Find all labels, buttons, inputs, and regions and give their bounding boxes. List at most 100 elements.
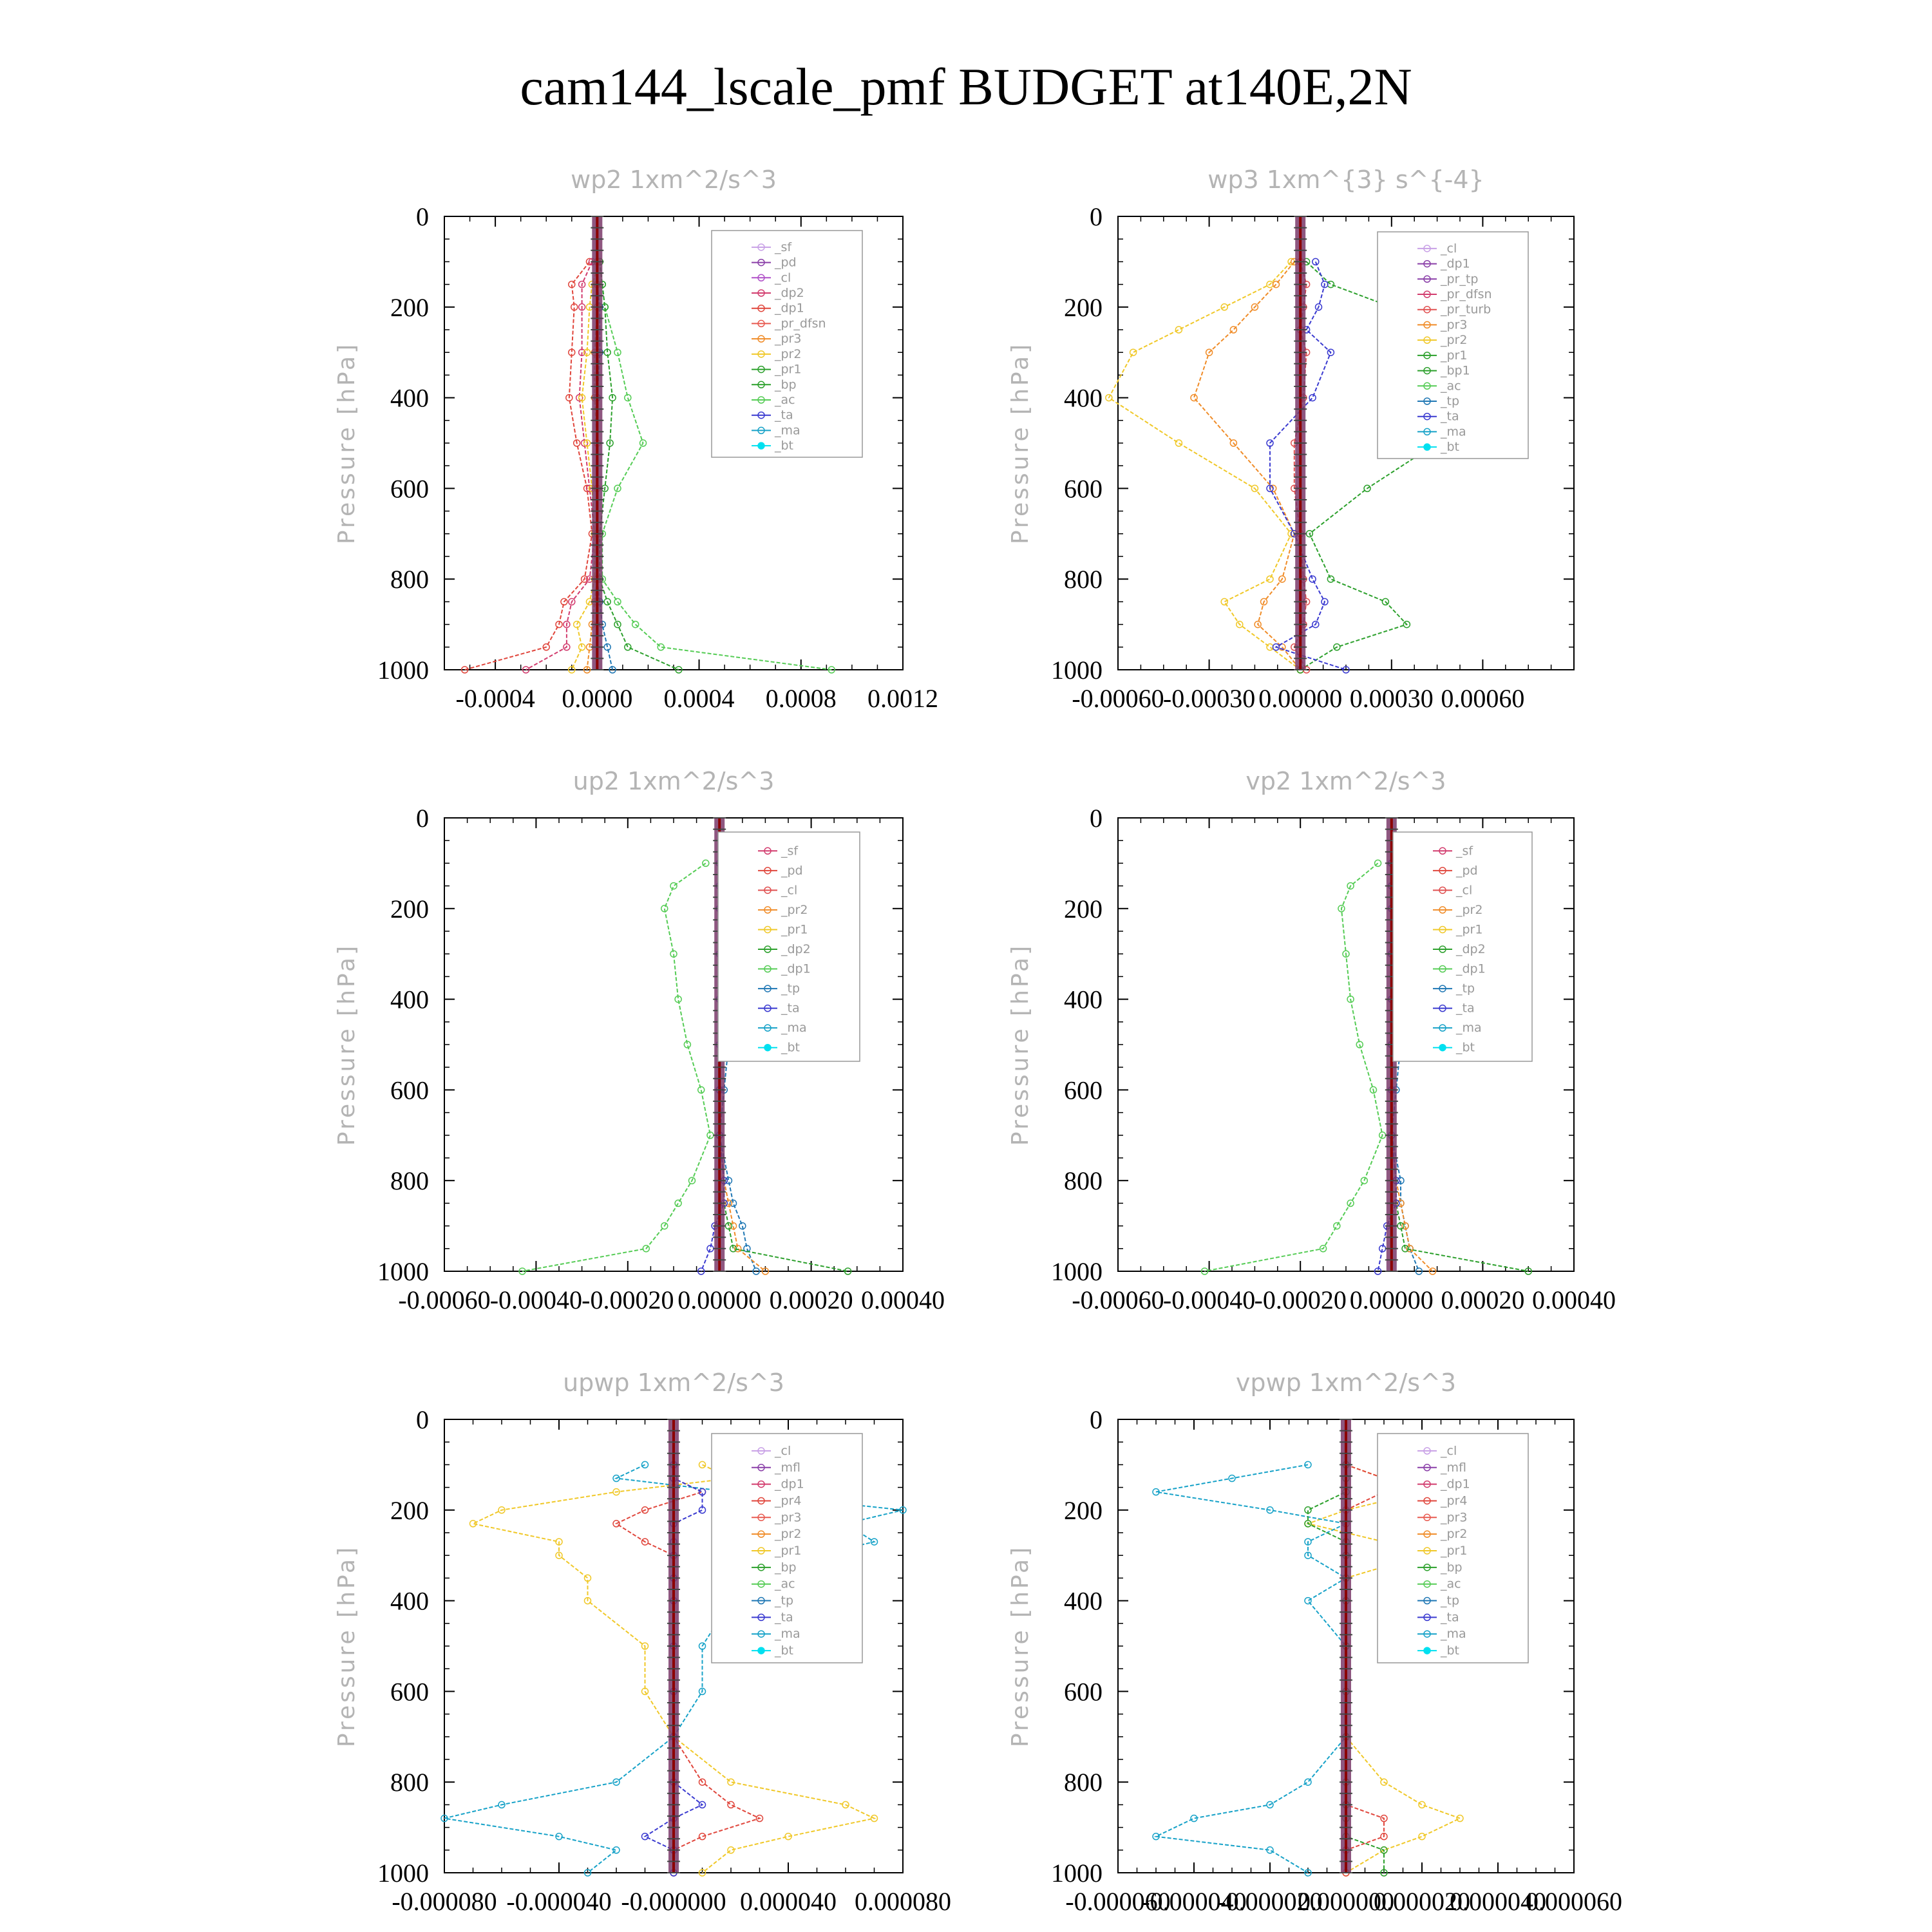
y-tick-label: 0 [416,1405,429,1434]
legend-label: _bt [774,1643,793,1658]
x-tick-label: 0.00060 [1441,684,1524,713]
series-marker [573,439,581,447]
y-tick-label: 600 [390,1677,429,1706]
series-marker [1152,1488,1160,1496]
legend-marker [1423,305,1431,314]
series-marker [828,666,835,674]
series-marker [614,598,621,606]
legend-label: _bp [1440,1560,1463,1575]
series-marker [1319,1245,1327,1253]
legend-marker [1439,985,1446,992]
x-tick-label: -0.00040 [1163,1285,1255,1314]
legend-label: _ac [774,1577,795,1591]
legend-label: _bp [774,377,797,392]
y-tick-label: 200 [1064,895,1103,923]
series-marker [1342,666,1350,674]
series-line [599,261,679,670]
series-marker [555,1551,563,1559]
series-marker [1190,393,1198,402]
legend-label: _pr1 [1440,1544,1467,1558]
y-axis-label: Pressure [hPa] [334,1545,360,1747]
series-marker [570,303,578,311]
legend-label: _dp1 [774,1477,804,1492]
legend-marker [1423,412,1431,421]
series-marker [739,1222,746,1230]
y-axis-label: Pressure [hPa] [1007,1545,1034,1747]
panel-0: wp2 1xm^2/s^3 Pressure [hPa] 0 200 400 600 800… [334,166,938,713]
series-marker [1228,1474,1236,1482]
legend-label: _pr3 [774,1510,801,1524]
legend-box [1377,1433,1529,1663]
y-axis-label: Pressure [hPa] [334,342,360,544]
legend-marker [1423,352,1431,359]
series-marker [583,348,591,356]
y-tick-label: 400 [390,384,429,413]
series-marker [727,1846,735,1854]
series-marker [1428,1267,1437,1275]
series-marker [1266,643,1274,651]
legend-label: _pr_dfsn [774,316,826,330]
series-marker [1456,1814,1464,1823]
y-tick-label: 0 [1090,804,1103,833]
legend-marker [764,906,772,914]
y-tick-label: 0 [416,804,429,833]
series-marker [698,1778,706,1786]
legend-marker [1423,428,1431,436]
series-marker [1309,575,1316,583]
legend-label: _pd [774,256,797,270]
series-marker [1175,439,1183,447]
legend-marker [757,1464,765,1472]
series-marker [1360,1177,1368,1184]
legend-marker [1439,1004,1446,1012]
series-marker [578,643,586,651]
legend-marker [1423,366,1431,375]
x-tick-label: 0.00000 [677,1285,761,1314]
legend-marker [1423,382,1431,390]
series-marker [870,1538,878,1546]
series-marker [568,280,576,289]
legend-label: _pd [1455,864,1478,878]
series-marker [870,1814,878,1823]
legend-label: _bt [774,439,793,453]
x-tick-label: 0.000060 [1526,1887,1622,1916]
x-tick-label: 0.00000 [1350,1285,1434,1314]
y-tick-label: 1000 [377,1859,429,1888]
series-marker [1105,393,1113,402]
legend-box [1377,231,1529,459]
legend-marker [757,442,765,450]
legend-marker [764,945,772,953]
series-marker [1333,643,1341,651]
series-marker [578,303,586,311]
x-tick-label: 0.00000 [1258,684,1342,713]
legend-label: _ta [774,408,793,422]
series-marker [641,1642,649,1650]
series-marker [727,1778,735,1786]
legend-marker [757,381,765,389]
legend-marker [757,1596,765,1605]
y-tick-label: 200 [390,895,429,923]
series-marker [614,484,621,493]
x-tick-label: 0.0000 [562,684,632,713]
series-marker [697,1267,705,1275]
series-marker [702,859,710,867]
series-marker [624,643,632,651]
series-line [522,862,712,1272]
series-marker [1251,484,1259,493]
legend-marker [757,258,765,267]
legend-label: _cl [774,1444,791,1458]
legend-label: _ma [774,1627,800,1641]
series-marker [1304,1461,1312,1469]
series-marker [641,1538,649,1546]
legend-marker [1439,906,1446,914]
series-marker [555,1832,563,1841]
series-marker [1356,1041,1363,1048]
series-line [1193,261,1301,670]
y-tick-label: 800 [1064,565,1103,594]
series-marker [1327,575,1335,583]
series-marker [729,1199,737,1208]
legend-marker [1423,245,1431,252]
legend-marker [757,1447,765,1455]
y-axis-label: Pressure [hPa] [1007,342,1034,544]
x-tick-label: 0.0012 [867,684,938,713]
x-tick-label: -0.00060 [1072,1285,1164,1314]
